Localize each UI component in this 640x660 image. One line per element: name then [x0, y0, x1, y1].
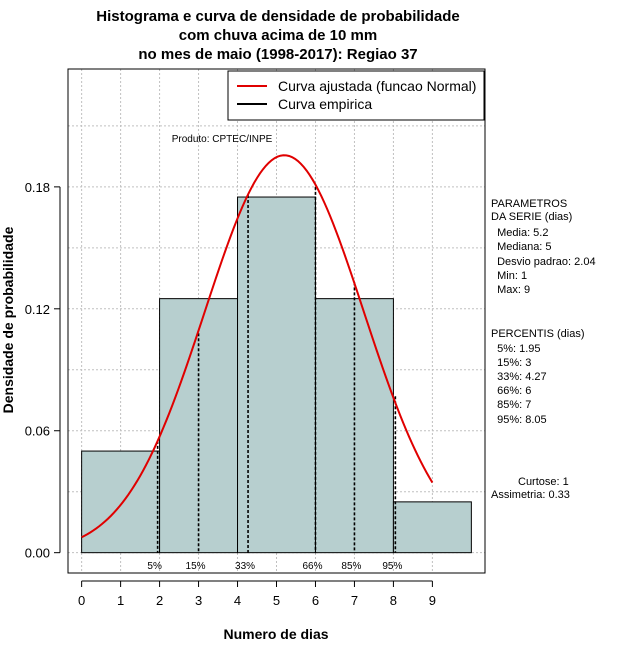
percentis-line-6: 85%: 7 [491, 399, 531, 411]
chart-title-line-1: Histograma e curva de densidade de proba… [96, 8, 459, 25]
param-line-2: DA SERIE (dias) [491, 211, 572, 223]
legend-empirical-label: Curva empirica [278, 96, 372, 112]
percentis-line-5: 66%: 6 [491, 385, 531, 397]
fitted-curve-group [81, 154, 434, 539]
percentis-line-2: 5%: 1.95 [491, 343, 541, 355]
y-tick-label: 0.18 [25, 180, 50, 195]
legend: Curva ajustada (funcao Normal) Curva emp… [227, 70, 485, 121]
percentis-line-4: 33%: 4.27 [491, 371, 547, 383]
param-line-3: Media: 5.2 [491, 227, 548, 239]
chart-title-line-3: no mes de maio (1998-2017): Regiao 37 [138, 46, 417, 63]
legend-box [227, 70, 485, 121]
fitted-normal-curve [81, 154, 434, 539]
percentile-label-2: 15% [186, 561, 206, 572]
x-tick-label: 6 [312, 593, 319, 608]
curtose-text: Curtose: 1 [518, 476, 569, 488]
x-tick-label: 1 [117, 593, 124, 608]
x-tick-label: 2 [156, 593, 163, 608]
x-tick-label: 7 [351, 593, 358, 608]
percentile-label-6: 95% [382, 561, 402, 572]
source-note: Produto: CPTEC/INPE [172, 134, 273, 145]
plot-frame [67, 68, 486, 574]
param-line-4: Mediana: 5 [491, 241, 552, 253]
x-tick-label: 3 [195, 593, 202, 608]
x-axis-label: Numero de dias [223, 626, 328, 642]
param-line-5: Desvio padrao: 2.04 [491, 256, 596, 268]
assimetria-text: Assimetria: 0.33 [491, 489, 570, 501]
legend-fitted-label: Curva ajustada (funcao Normal) [278, 78, 476, 94]
x-tick-label: 4 [234, 593, 241, 608]
percentile-label-4: 66% [302, 561, 322, 572]
histogram-bars [81, 196, 472, 554]
histogram-bar-1 [81, 450, 161, 554]
y-tick-label: 0.00 [25, 546, 50, 561]
x-axis: 0 1 2 3 4 5 6 7 8 9 [78, 580, 436, 608]
x-tick-label: 5 [273, 593, 280, 608]
x-tick-label: 0 [78, 593, 85, 608]
histogram-bar-5 [392, 501, 472, 554]
percentile-label-1: 5% [147, 561, 162, 572]
percentile-markers: 5% 15% 33% 66% 85% 95% [147, 186, 402, 572]
x-tick-label: 8 [390, 593, 397, 608]
y-axis-label: Densidade de probabilidade [0, 226, 16, 413]
percentis-line-1: PERCENTIS (dias) [491, 328, 585, 340]
param-line-6: Min: 1 [491, 270, 527, 282]
histogram-bar-3 [237, 196, 316, 554]
param-line-1: PARAMETROS [491, 198, 567, 210]
y-axis: 0.00 0.06 0.12 0.18 [25, 180, 61, 561]
x-tick-label: 9 [429, 593, 436, 608]
percentile-label-5: 85% [341, 561, 361, 572]
y-tick-label: 0.06 [25, 424, 50, 439]
percentis-line-3: 15%: 3 [491, 357, 531, 369]
percentis-line-7: 95%: 8.05 [491, 414, 547, 426]
chart-title-line-2: com chuva acima de 10 mm [179, 27, 377, 44]
param-line-7: Max: 9 [491, 284, 530, 296]
y-tick-label: 0.12 [25, 302, 50, 317]
percentile-label-3: 33% [235, 561, 255, 572]
